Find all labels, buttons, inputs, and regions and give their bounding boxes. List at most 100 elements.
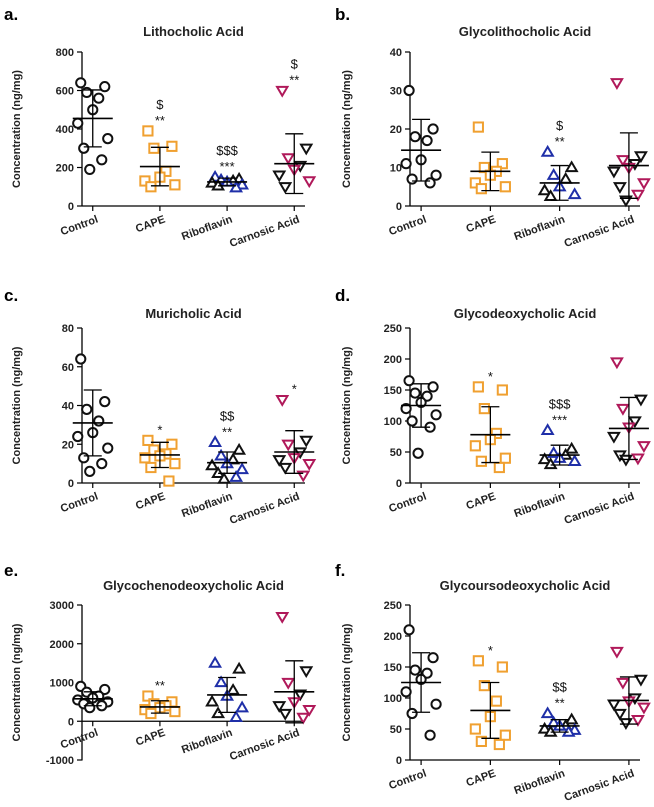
data-point — [496, 661, 508, 673]
significance-dollars: $$$ — [549, 396, 571, 411]
data-point — [409, 387, 421, 399]
significance-dollars: $ — [156, 97, 164, 112]
group-cape: CAPE * — [465, 643, 511, 789]
y-axis-label: Concentration (ng/mg) — [11, 346, 23, 464]
data-point — [469, 177, 481, 189]
data-point — [561, 724, 576, 737]
data-point — [148, 142, 160, 154]
data-point — [145, 181, 157, 193]
data-point — [633, 674, 648, 687]
data-point — [475, 455, 487, 467]
significance-stars: ** — [155, 113, 165, 128]
data-point — [281, 153, 296, 166]
group-riboflavin: Riboflavin **$$ — [180, 408, 250, 520]
data-point — [81, 86, 93, 99]
data-point — [229, 470, 244, 482]
chart-title: Glycolithocholic Acid — [459, 24, 591, 39]
data-point — [537, 183, 552, 196]
x-tick-label: Riboflavin — [513, 213, 567, 243]
data-point — [564, 160, 579, 173]
data-point — [475, 735, 487, 747]
data-point — [78, 452, 90, 464]
data-point — [567, 454, 582, 466]
x-tick-label: CAPE — [134, 727, 167, 749]
data-point — [469, 440, 481, 452]
data-point — [99, 81, 111, 93]
data-point — [278, 182, 293, 194]
data-point — [205, 694, 220, 707]
y-axis-label: Concentration (ng/mg) — [341, 70, 353, 188]
data-point — [208, 435, 223, 447]
panel-letter: d. — [335, 286, 350, 305]
panel-1: a. Lithocholic Acid Concentration (ng/mg) 0… — [4, 5, 317, 250]
data-point — [205, 458, 220, 471]
data-point — [139, 452, 151, 464]
data-point — [102, 133, 114, 145]
data-point — [302, 458, 317, 471]
data-point — [472, 121, 484, 133]
data-point — [272, 455, 287, 467]
data-point — [540, 144, 555, 157]
panel-3: c. Muricholic Acid Concentration (ng/mg) 0 2… — [4, 286, 317, 527]
data-point — [499, 181, 511, 193]
data-point — [543, 724, 558, 737]
data-point — [493, 461, 505, 474]
data-point — [96, 458, 108, 470]
data-point — [211, 466, 226, 478]
panel-letter: c. — [4, 286, 18, 305]
data-point — [630, 189, 645, 202]
y-tick-label: 30 — [390, 86, 402, 98]
panel-letter: b. — [335, 5, 350, 24]
x-tick-label: Carnosic Acid — [563, 491, 636, 527]
data-point — [229, 710, 244, 723]
data-point — [627, 416, 642, 429]
data-point — [615, 155, 630, 167]
data-point — [403, 624, 415, 636]
chart-title: Lithocholic Acid — [143, 24, 244, 39]
data-point — [609, 78, 624, 90]
data-point — [421, 134, 433, 147]
y-tick-label: 0 — [68, 716, 74, 728]
data-point — [499, 729, 511, 741]
y-tick-label: 600 — [56, 86, 74, 98]
significance-stars: ** — [555, 696, 565, 711]
data-point — [78, 142, 90, 154]
data-point — [142, 125, 154, 137]
data-point — [93, 415, 105, 427]
significance-dollars: $$ — [220, 408, 235, 423]
data-point — [235, 177, 250, 190]
x-tick-label: Control — [59, 214, 100, 239]
data-point — [409, 664, 421, 676]
y-axis-label: Concentration (ng/mg) — [11, 623, 23, 741]
y-tick-label: 200 — [384, 354, 402, 366]
data-point — [299, 143, 314, 156]
data-point — [469, 723, 481, 735]
data-point — [281, 439, 296, 452]
group-cape: CAPE * — [134, 422, 181, 512]
x-tick-label: Riboflavin — [513, 767, 567, 797]
y-axis-label: Concentration (ng/mg) — [11, 70, 23, 188]
chart-title: Muricholic Acid — [145, 306, 241, 321]
group-carnosic-acid: Carnosic Acid — [228, 611, 317, 763]
panel-letter: f. — [335, 561, 345, 580]
y-tick-label: 250 — [384, 323, 402, 335]
y-tick-label: 20 — [390, 124, 402, 136]
x-tick-label: Carnosic Acid — [563, 214, 636, 250]
y-tick-label: 0 — [396, 755, 402, 767]
data-point — [540, 706, 555, 719]
data-point — [72, 430, 84, 443]
data-point — [478, 403, 490, 415]
x-tick-label: Control — [59, 491, 100, 516]
x-tick-label: Riboflavin — [180, 213, 234, 243]
y-tick-label: 0 — [396, 478, 402, 490]
significance-stars: ** — [289, 73, 299, 88]
data-point — [232, 661, 247, 674]
y-tick-label: 150 — [384, 662, 402, 674]
data-point — [142, 690, 154, 702]
data-point — [302, 176, 317, 189]
chart-title: Glycoursodeoxycholic Acid — [440, 578, 611, 593]
data-point — [558, 171, 573, 184]
y-tick-label: 10 — [390, 163, 402, 175]
y-tick-label: 60 — [62, 362, 74, 374]
panel-6: f. Glycoursodeoxycholic Acid Concentration… — [335, 561, 651, 804]
